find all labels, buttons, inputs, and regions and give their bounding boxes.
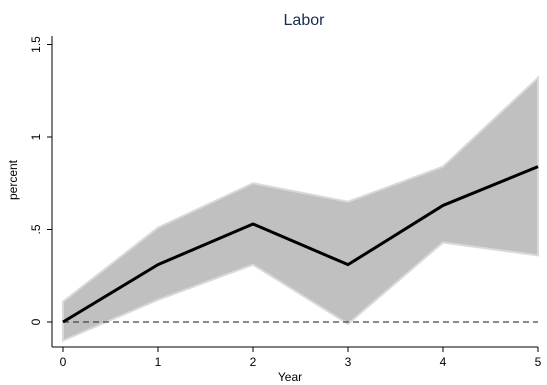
y-tick-label: .5: [29, 224, 43, 234]
y-tick-label: 0: [29, 318, 43, 325]
estimate-line: [62, 165, 539, 324]
x-tick-label: 4: [440, 355, 447, 369]
x-tick-label: 2: [250, 355, 257, 369]
x-tick-label: 5: [535, 355, 542, 369]
y-axis-label: percent: [6, 159, 20, 200]
plot-area: [62, 75, 539, 343]
y-tick-label: 1: [29, 133, 43, 140]
confidence-band: [62, 75, 539, 343]
chart-title: Labor: [284, 12, 326, 29]
x-axis-ticks: 0 1 2 3 4 5: [60, 347, 542, 369]
x-tick-label: 0: [60, 355, 67, 369]
y-axis-ticks: 0 .5 1 1.5: [29, 36, 52, 325]
x-tick-label: 1: [155, 355, 162, 369]
x-tick-label: 3: [345, 355, 352, 369]
x-axis-label: Year: [278, 370, 302, 384]
y-tick-label: 1.5: [29, 36, 43, 53]
